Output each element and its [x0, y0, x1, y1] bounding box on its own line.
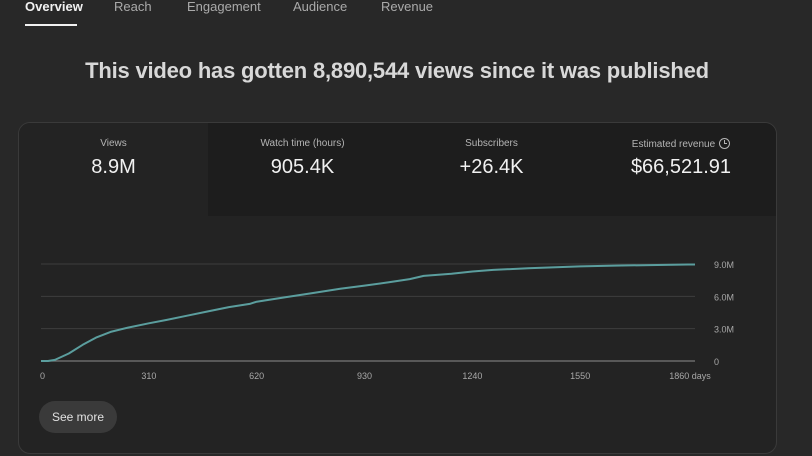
- tab-reach[interactable]: Reach: [114, 0, 152, 14]
- metric-value: +26.4K: [459, 156, 524, 178]
- metric-label: Subscribers: [465, 138, 518, 149]
- y-tick-label: 6.0M: [714, 292, 734, 302]
- tab-engagement[interactable]: Engagement: [187, 0, 261, 14]
- y-tick-label: 0: [714, 357, 719, 367]
- tab-bar: Overview Reach Engagement Audience Reven…: [0, 0, 812, 30]
- see-more-button[interactable]: See more: [39, 401, 117, 433]
- metric-subscribers[interactable]: Subscribers +26.4K: [397, 123, 586, 216]
- x-tick-label: 930: [357, 371, 372, 381]
- active-tab-indicator: [25, 24, 77, 26]
- analytics-card: Views 8.9M Watch time (hours) 905.4K Sub…: [18, 122, 777, 454]
- x-tick-label: 310: [141, 371, 156, 381]
- x-tick-label: 1550: [570, 371, 590, 381]
- clock-icon[interactable]: [719, 138, 731, 149]
- metric-views[interactable]: Views 8.9M: [19, 123, 208, 216]
- tab-audience[interactable]: Audience: [293, 0, 348, 14]
- views-headline: This video has gotten 8,890,544 views si…: [85, 58, 709, 83]
- metric-watch-time[interactable]: Watch time (hours) 905.4K: [208, 123, 397, 216]
- metric-value: 8.9M: [91, 156, 136, 178]
- metric-label: Watch time (hours): [260, 138, 345, 149]
- metric-label: Estimated revenue: [631, 139, 716, 150]
- x-tick-label: 1860 days: [669, 371, 711, 381]
- x-tick-label: 620: [249, 371, 264, 381]
- tab-revenue[interactable]: Revenue: [381, 0, 434, 14]
- metric-value: $66,521.91: [630, 156, 732, 178]
- x-tick-label: 1240: [462, 371, 482, 381]
- metric-label: Views: [100, 138, 127, 149]
- metric-value: 905.4K: [270, 156, 335, 178]
- views-line-chart[interactable]: 0 3.0M 6.0M 9.0M 0 310 620 930 1240 1550 1860 days: [19, 123, 776, 393]
- y-tick-label: 9.0M: [714, 260, 734, 270]
- metric-label-row: Estimated revenue: [586, 138, 776, 150]
- metric-estimated-revenue[interactable]: Estimated revenue $66,521.91: [586, 123, 776, 216]
- y-tick-label: 3.0M: [714, 325, 734, 335]
- tab-overview[interactable]: Overview: [25, 0, 83, 14]
- views-series-line: [41, 263, 695, 362]
- x-tick-label: 0: [40, 371, 45, 381]
